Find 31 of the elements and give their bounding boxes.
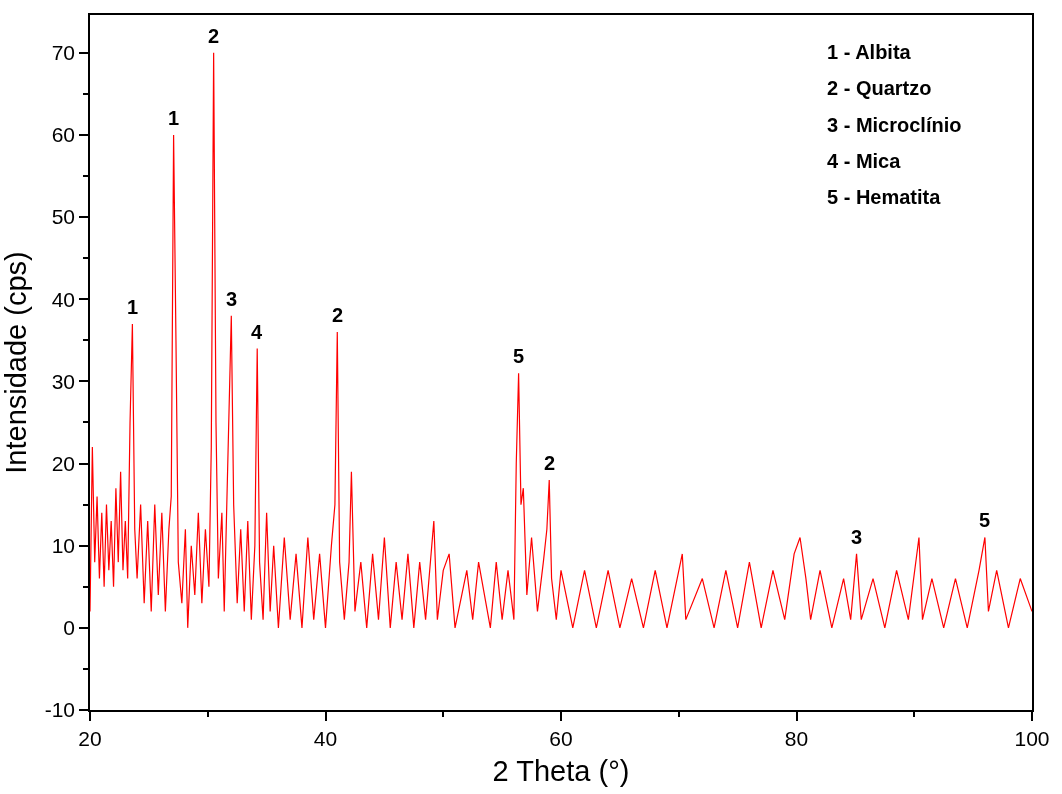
- annotation: 5: [513, 345, 525, 367]
- annotation: 2 - Quartzo: [827, 77, 932, 99]
- annotation: 5 - Hematita: [827, 186, 942, 208]
- annotation: 3: [851, 526, 863, 548]
- annotation: 2: [544, 452, 556, 474]
- y-tick-label: 0: [63, 616, 76, 640]
- y-tick-label: -10: [44, 698, 76, 722]
- annotation: 2: [208, 25, 220, 47]
- annotation: 4: [251, 321, 263, 343]
- y-tick-label: 50: [51, 205, 76, 229]
- annotation: 3 - Microclínio: [827, 114, 962, 136]
- y-tick-label: 60: [51, 123, 76, 147]
- annotation: 1 - Albita: [827, 41, 912, 63]
- x-tick-label: 60: [549, 726, 573, 750]
- x-tick-label: 40: [313, 726, 338, 750]
- annotation: 4 - Mica: [827, 150, 902, 172]
- x-tick-label: 80: [784, 726, 809, 750]
- y-tick-label: 40: [51, 287, 76, 311]
- annotation: 3: [226, 288, 238, 310]
- annotation: 1: [127, 296, 139, 318]
- x-axis-title: 2 Theta (°): [492, 755, 630, 788]
- x-tick-label: 100: [1014, 726, 1050, 750]
- y-tick-label: 30: [51, 369, 76, 393]
- y-tick-label: 70: [51, 41, 76, 65]
- y-tick-label: 20: [51, 451, 76, 475]
- annotation: 1: [168, 107, 180, 129]
- y-axis-title: Intensidade (cps): [0, 251, 32, 474]
- x-tick-label: 20: [78, 726, 102, 750]
- annotation: 2: [332, 304, 344, 326]
- annotation: 5: [979, 509, 991, 531]
- y-tick-label: 10: [51, 534, 76, 558]
